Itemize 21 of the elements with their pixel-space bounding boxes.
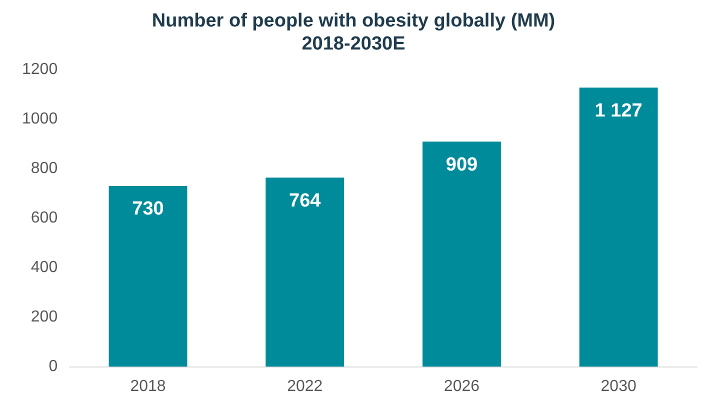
data-label: 730	[132, 198, 164, 220]
bar	[422, 142, 501, 367]
x-tick-label: 2026	[444, 378, 480, 395]
y-tick-label: 800	[30, 160, 58, 178]
x-tick-label: 2018	[130, 378, 166, 395]
y-tick-label: 600	[30, 210, 58, 227]
y-tick-label: 0	[48, 358, 58, 376]
y-tick-label: 1200	[22, 61, 58, 78]
y-tick-label: 1000	[22, 110, 58, 128]
y-tick-label: 200	[30, 308, 58, 326]
data-label: 764	[289, 190, 322, 212]
x-tick-label: 2022	[287, 378, 323, 395]
y-tick-label: 400	[30, 259, 58, 276]
chart-title: Number of people with obesity globally (MM)	[152, 10, 556, 32]
bar	[108, 186, 188, 367]
chart-subtitle: 2018-2030E	[302, 33, 406, 54]
data-label: 909	[446, 154, 478, 176]
bar	[579, 88, 658, 367]
bar	[266, 178, 344, 367]
data-label: 1 127	[594, 100, 642, 122]
x-tick-label: 2030	[600, 378, 636, 395]
